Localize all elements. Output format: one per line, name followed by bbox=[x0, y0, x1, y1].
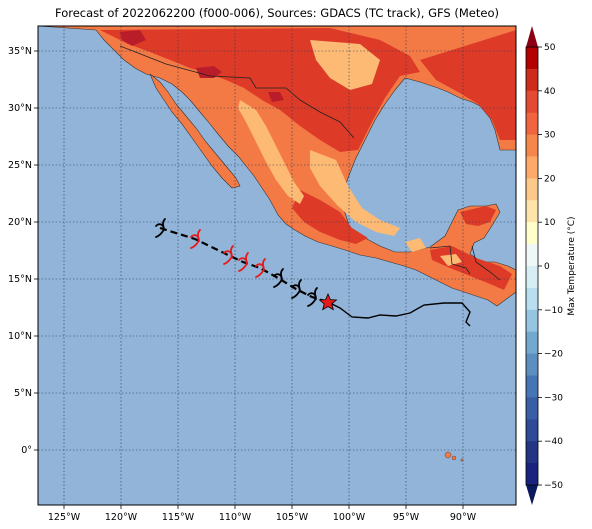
land-very-hot-3 bbox=[268, 92, 284, 102]
land-mild-sierra bbox=[238, 100, 304, 204]
axis-ticks bbox=[34, 50, 464, 509]
land-mild-chiapas bbox=[405, 238, 426, 252]
colorbar-band bbox=[526, 222, 538, 245]
colorbar-extend-top bbox=[526, 26, 538, 47]
colorbar-band bbox=[526, 419, 538, 442]
map-frame bbox=[37, 25, 517, 506]
lon-label-95w: 95°W bbox=[393, 512, 420, 523]
colorbar-tick-label: 30 bbox=[544, 131, 556, 141]
colorbar-extend-bottom bbox=[526, 485, 538, 505]
lon-label-120w: 120°W bbox=[105, 512, 138, 523]
colorbar-band bbox=[526, 244, 538, 267]
longitude-labels: 125°W 120°W 115°W 110°W 105°W 100°W 95°W… bbox=[48, 512, 477, 523]
galapagos-isabela bbox=[444, 451, 452, 459]
land-hot-zone-east bbox=[420, 30, 516, 140]
latitude-labels: 35°N 30°N 25°N 20°N 15°N 10°N 5°N 0° bbox=[8, 46, 32, 456]
galapagos-santa-cruz bbox=[451, 455, 457, 461]
colorbar-band bbox=[526, 178, 538, 201]
storm-track bbox=[155, 218, 471, 327]
figure-title: Forecast of 2022062200 (f000-006), Sourc… bbox=[55, 6, 499, 20]
colorbar-band bbox=[526, 309, 538, 333]
colorbar-band bbox=[526, 112, 538, 136]
land-galapagos bbox=[444, 451, 464, 462]
lon-label-110w: 110°W bbox=[219, 512, 252, 523]
lon-label-100w: 100°W bbox=[333, 512, 366, 523]
border-us-mexico bbox=[119, 45, 355, 139]
colorbar-band bbox=[526, 353, 538, 376]
colorbar-band bbox=[526, 266, 538, 289]
colorbar-band bbox=[526, 375, 538, 398]
colorbar-ticks: 50 40 30 20 10 0 −10 −20 −30 −40 −50 bbox=[538, 43, 563, 491]
lat-label-20n: 20°N bbox=[8, 217, 32, 228]
colorbar-band bbox=[526, 134, 538, 157]
colorbar-band bbox=[526, 463, 538, 486]
colorbar-tick-label: 20 bbox=[544, 174, 556, 184]
colorbar-band bbox=[526, 287, 538, 311]
colorbar-tick-label: −50 bbox=[544, 481, 563, 491]
map-panel[interactable] bbox=[37, 25, 517, 506]
track-past-line bbox=[327, 301, 471, 327]
land-mild-plateau bbox=[310, 150, 400, 236]
colorbar-tick-label: −40 bbox=[544, 437, 563, 447]
land-mild-guatemala bbox=[440, 254, 462, 266]
colorbar-band bbox=[526, 441, 538, 464]
colorbar-bands bbox=[526, 47, 538, 486]
colorbar-tick-label: 0 bbox=[544, 262, 550, 272]
lon-label-125w: 125°W bbox=[48, 512, 81, 523]
colorbar-tick-label: −30 bbox=[544, 393, 563, 403]
colorbar-band bbox=[526, 68, 538, 92]
lat-label-30n: 30°N bbox=[8, 103, 32, 114]
land-very-hot-1 bbox=[196, 66, 222, 78]
colorbar-band bbox=[526, 200, 538, 223]
lat-label-10n: 10°N bbox=[8, 331, 32, 342]
lon-label-90w: 90°W bbox=[450, 512, 477, 523]
land-hot-yucatan bbox=[460, 206, 496, 226]
colorbar-band bbox=[526, 90, 538, 114]
land-very-hot-2 bbox=[120, 30, 146, 46]
land-mild-north bbox=[310, 40, 380, 90]
current-position-star[interactable] bbox=[318, 292, 338, 311]
lat-label-0: 0° bbox=[21, 445, 32, 456]
colorbar-tick-label: 10 bbox=[544, 218, 556, 228]
graticule bbox=[38, 26, 516, 505]
lon-label-105w: 105°W bbox=[276, 512, 309, 523]
border-guatemala bbox=[429, 245, 471, 275]
colorbar: 50 40 30 20 10 0 −10 −20 −30 −40 −50 Max Temperatu… bbox=[525, 26, 577, 505]
colorbar-tick-label: 40 bbox=[544, 87, 556, 97]
lat-label-5n: 5°N bbox=[14, 388, 32, 399]
border-belize-honduras bbox=[471, 245, 501, 281]
track-forecast-line bbox=[159, 226, 329, 304]
lon-label-115w: 115°W bbox=[162, 512, 195, 523]
colorbar-band bbox=[526, 331, 538, 355]
colorbar-tick-label: −20 bbox=[544, 350, 563, 360]
lat-label-15n: 15°N bbox=[8, 274, 32, 285]
lat-label-35n: 35°N bbox=[8, 46, 32, 57]
colorbar-tick-label: 50 bbox=[544, 43, 556, 53]
colorbar-band bbox=[526, 397, 538, 420]
lat-label-25n: 25°N bbox=[8, 160, 32, 171]
colorbar-band bbox=[526, 47, 538, 70]
colorbar-band bbox=[526, 156, 538, 179]
colorbar-label: Max Temperature (°C) bbox=[567, 216, 577, 315]
colorbar-tick-label: −10 bbox=[544, 306, 563, 316]
